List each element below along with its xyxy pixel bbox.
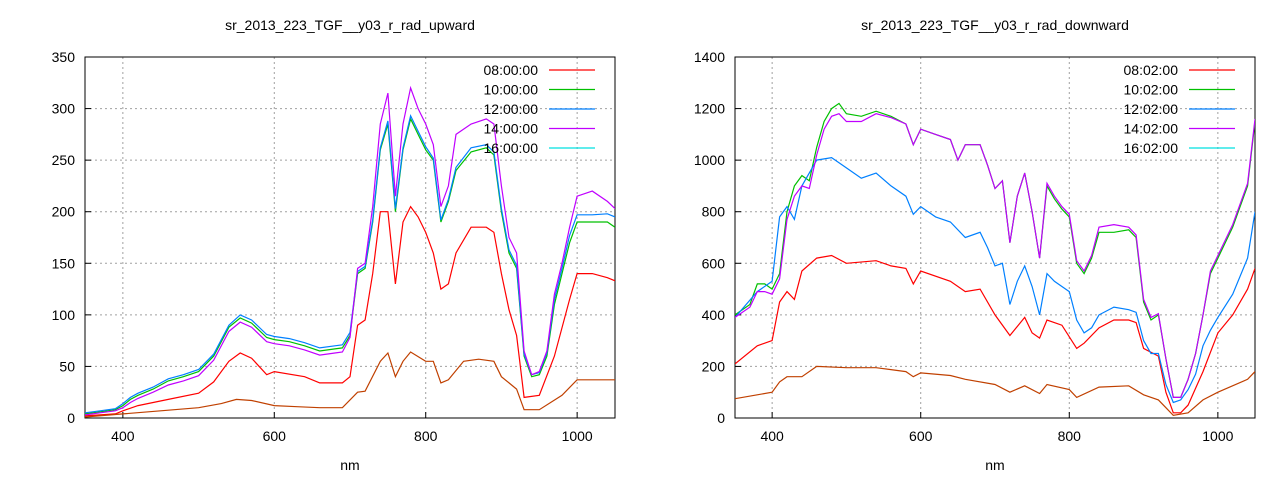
x-axis-label: nm [340, 457, 359, 473]
x-tick-label: 1000 [1202, 428, 1233, 444]
legend-label: 12:02:00 [1124, 101, 1179, 117]
x-tick-label: 600 [263, 428, 287, 444]
legend-label: 14:02:00 [1124, 121, 1179, 137]
x-tick-label: 400 [111, 428, 135, 444]
legend-label: 10:02:00 [1124, 82, 1179, 98]
y-tick-label: 400 [702, 307, 726, 323]
plot-frame [734, 56, 1256, 419]
x-tick-label: 400 [760, 428, 784, 444]
series-line-160200 [735, 365, 1255, 417]
y-tick-label: 1400 [694, 49, 725, 65]
x-tick-label: 800 [1058, 428, 1082, 444]
chart-title: sr_2013_223_TGF__y03_r_rad_downward [861, 17, 1129, 33]
y-tick-label: 200 [52, 204, 76, 220]
series-line-140000 [85, 85, 615, 416]
y-tick-label: 600 [702, 255, 726, 271]
plot-frame [84, 56, 616, 419]
series-line-080200 [735, 254, 1255, 414]
x-axis-label: nm [985, 457, 1004, 473]
legend-label: 14:00:00 [484, 121, 539, 137]
legend-label: 08:02:00 [1124, 62, 1179, 78]
series-line-120200 [735, 156, 1255, 404]
y-tick-label: 250 [52, 152, 76, 168]
y-tick-label: 800 [702, 204, 726, 220]
series-line-140200 [735, 113, 1255, 398]
y-tick-label: 200 [702, 358, 726, 374]
chart-downward: sr_2013_223_TGF__y03_r_rad_downward 400 60… [694, 17, 1256, 473]
y-tick-label: 300 [52, 101, 76, 117]
legend-label: 08:00:00 [484, 62, 539, 78]
legend-label: 16:02:00 [1124, 140, 1179, 156]
chart-upward: sr_2013_223_TGF__y03_r_rad_upward 400 600 8… [52, 17, 616, 473]
series-line-160000 [85, 351, 615, 418]
legend-label: 16:00:00 [484, 140, 539, 156]
x-tick-label: 800 [414, 428, 438, 444]
y-tick-label: 1200 [694, 101, 725, 117]
chart-title: sr_2013_223_TGF__y03_r_rad_upward [225, 17, 475, 33]
y-tick-label: 0 [67, 410, 75, 426]
y-tick-label: 0 [717, 410, 725, 426]
y-tick-label: 350 [52, 49, 76, 65]
y-tick-label: 50 [59, 358, 75, 374]
x-tick-label: 1000 [562, 428, 593, 444]
y-tick-label: 1000 [694, 152, 725, 168]
y-tick-label: 100 [52, 307, 76, 323]
legend-label: 12:00:00 [484, 101, 539, 117]
legend-label: 10:00:00 [484, 82, 539, 98]
x-tick-label: 600 [909, 428, 933, 444]
series-line-080000 [85, 205, 615, 417]
series-line-100000 [85, 117, 615, 415]
y-tick-label: 150 [52, 255, 76, 271]
